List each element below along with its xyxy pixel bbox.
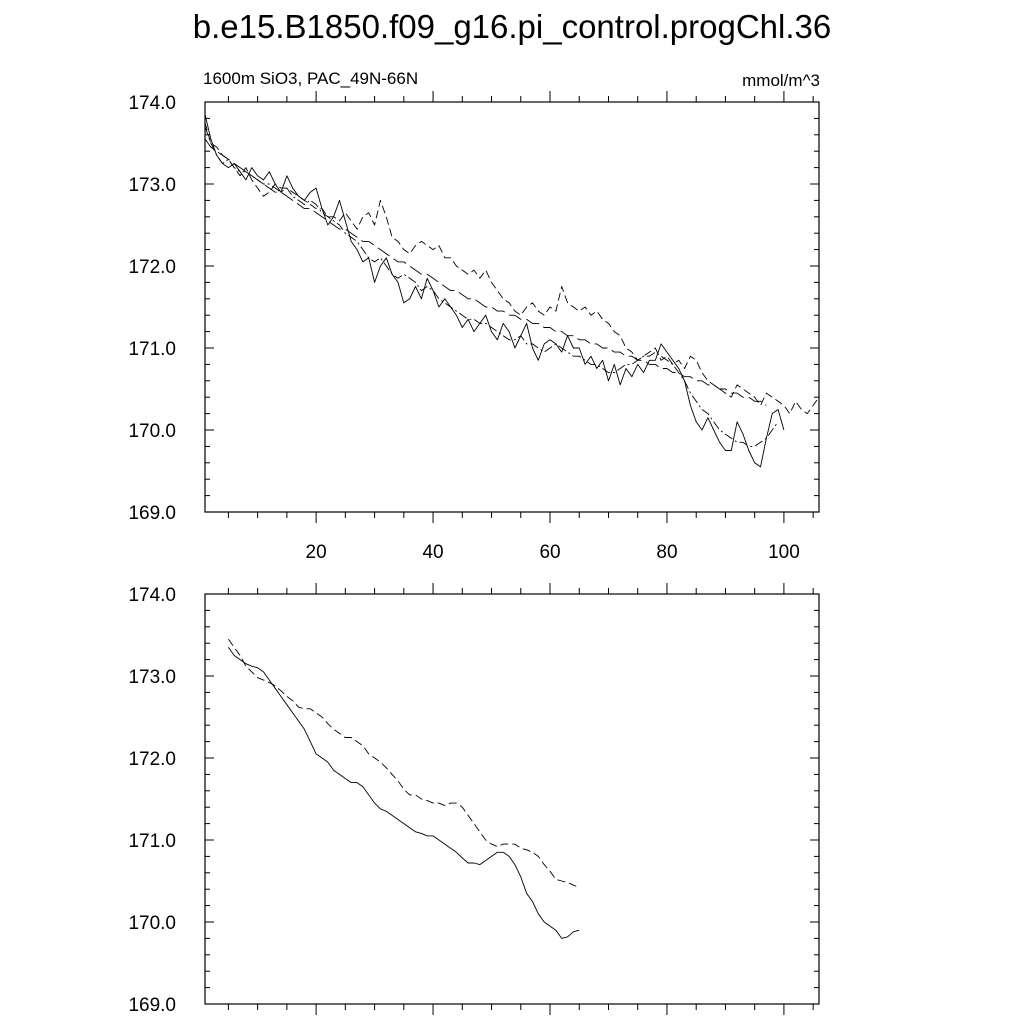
top-panel: 1600m SiO3, PAC_49N-66N mmol/m^3 174.017…	[128, 69, 820, 563]
y-tick-label: 174.0	[128, 585, 176, 606]
y-tick-label: 173.0	[128, 667, 176, 688]
units-label: mmol/m^3	[742, 71, 820, 90]
y-tick-label: 169.0	[128, 503, 176, 524]
bottom-series	[228, 638, 580, 939]
y-tick-label: 172.0	[128, 749, 176, 770]
x-tick-label: 60	[539, 542, 560, 563]
chart-title: b.e15.B1850.f09_g16.pi_control.progChl.3…	[193, 8, 832, 45]
bottom-plot-frame	[204, 593, 820, 1005]
top-series	[204, 114, 820, 468]
series-line-dash	[228, 638, 580, 889]
y-tick-label: 170.0	[128, 913, 176, 934]
y-tick-label: 169.0	[128, 995, 176, 1016]
x-tick-label: 100	[768, 542, 800, 563]
bottom-tick-labels: 174.0 173.0 172.0 171.0 170.0 169.0	[128, 585, 176, 1016]
y-tick-label: 174.0	[128, 93, 176, 114]
series-line-dash	[204, 122, 820, 415]
top-ticks	[205, 91, 819, 523]
bottom-panel: 174.0 173.0 172.0 171.0 170.0 169.0	[128, 583, 820, 1016]
y-tick-label: 173.0	[128, 175, 176, 196]
top-plot-frame	[204, 101, 820, 513]
series-line-solid	[204, 114, 785, 468]
y-tick-label: 172.0	[128, 257, 176, 278]
top-tick-labels: 174.0 173.0 172.0 171.0 170.0 169.0 20 40 60 80 10…	[128, 93, 799, 563]
left-label: 1600m SiO3, PAC_49N-66N	[203, 69, 418, 88]
series-line-solid	[228, 647, 580, 939]
x-tick-label: 40	[422, 542, 443, 563]
y-tick-label: 170.0	[128, 421, 176, 442]
series-line-dashdot	[204, 126, 779, 447]
y-tick-label: 171.0	[128, 831, 176, 852]
series-line-longdash	[204, 138, 767, 406]
bottom-ticks	[205, 583, 819, 1015]
y-tick-label: 171.0	[128, 339, 176, 360]
x-tick-label: 20	[306, 542, 327, 563]
x-tick-label: 80	[656, 542, 677, 563]
